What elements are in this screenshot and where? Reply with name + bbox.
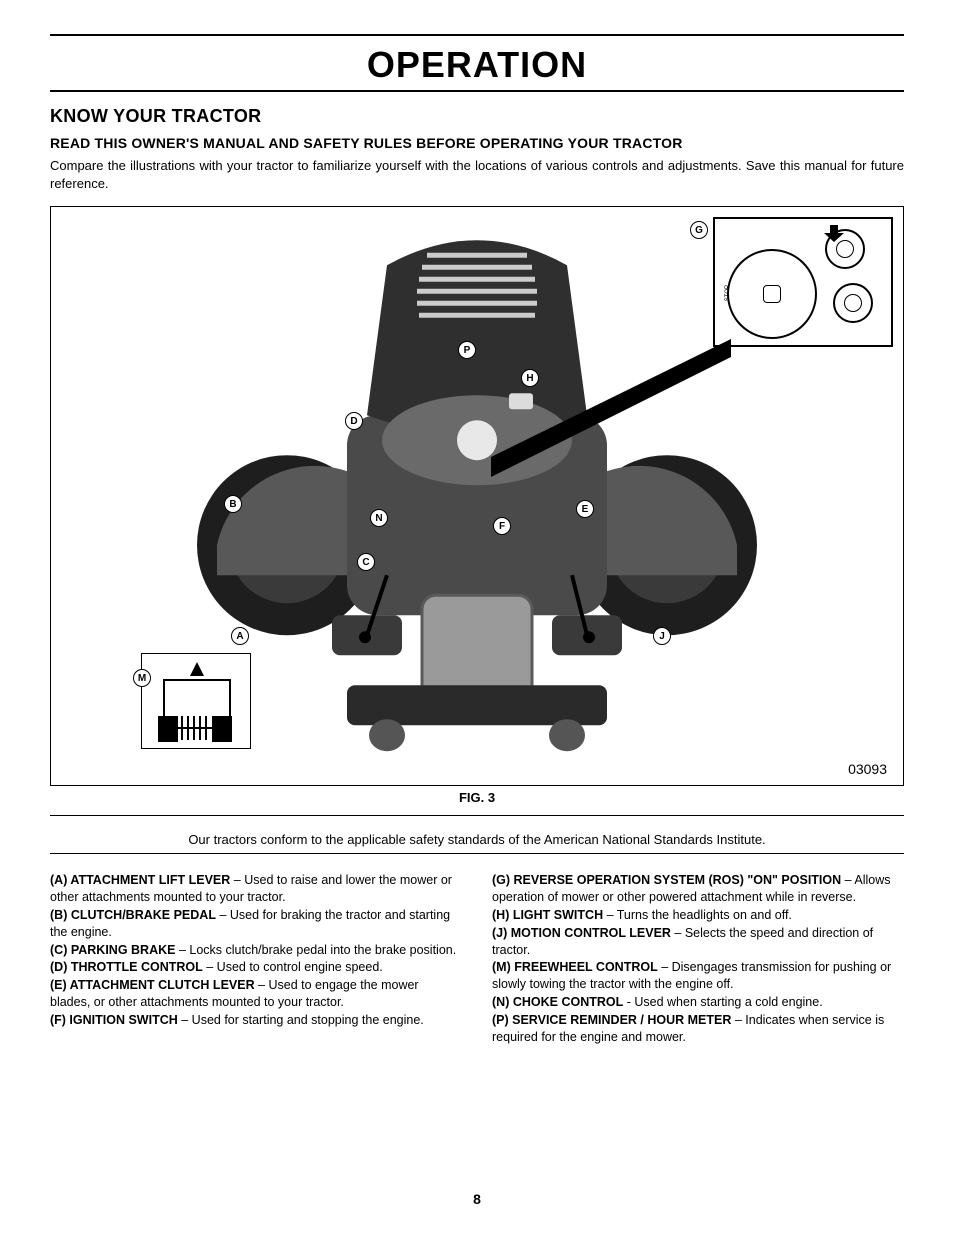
page-number: 8 — [0, 1191, 954, 1207]
callout-n: N — [370, 509, 388, 527]
start-dial-icon — [833, 283, 873, 323]
definition-text: - Used when starting a cold engine. — [623, 995, 822, 1009]
definition-text: – Used for starting and stopping the eng… — [178, 1013, 424, 1027]
figure-caption: FIG. 3 — [50, 790, 904, 805]
definition-label: (B) CLUTCH/BRAKE PEDAL — [50, 908, 216, 922]
definition-label: (A) ATTACHMENT LIFT LEVER — [50, 873, 230, 887]
figure-frame: STOP 03093 G P H D B N F E C A J M — [50, 206, 904, 786]
definitions-left: (A) ATTACHMENT LIFT LEVER – Used to rais… — [50, 872, 462, 1047]
definition-label: (F) IGNITION SWITCH — [50, 1013, 178, 1027]
callout-j: J — [653, 627, 671, 645]
definition-item: (H) LIGHT SWITCH – Turns the headlights … — [492, 907, 904, 924]
definition-item: (E) ATTACHMENT CLUTCH LEVER – Used to en… — [50, 977, 462, 1011]
callout-d: D — [345, 412, 363, 430]
definition-item: (M) FREEWHEEL CONTROL – Disengages trans… — [492, 959, 904, 993]
panel-leader-icon — [481, 327, 741, 487]
definition-item: (P) SERVICE REMINDER / HOUR METER – Indi… — [492, 1012, 904, 1046]
definition-item: (J) MOTION CONTROL LEVER – Selects the s… — [492, 925, 904, 959]
definition-item: (F) IGNITION SWITCH – Used for starting … — [50, 1012, 462, 1029]
definition-label: (D) THROTTLE CONTROL — [50, 960, 203, 974]
definition-label: (G) REVERSE OPERATION SYSTEM (ROS) "ON" … — [492, 873, 841, 887]
definition-item: (D) THROTTLE CONTROL – Used to control e… — [50, 959, 462, 976]
callout-f: F — [493, 517, 511, 535]
definition-label: (N) CHOKE CONTROL — [492, 995, 623, 1009]
callout-m: M — [133, 669, 151, 687]
callout-c: C — [357, 553, 375, 571]
definition-label: (C) PARKING BRAKE — [50, 943, 175, 957]
callout-b: B — [224, 495, 242, 513]
definition-item: (B) CLUTCH/BRAKE PEDAL – Used for brakin… — [50, 907, 462, 941]
intro-paragraph: Compare the illustrations with your trac… — [50, 157, 904, 192]
down-arrow-icon — [820, 223, 848, 243]
definition-text: – Turns the headlights on and off. — [603, 908, 792, 922]
top-rule — [50, 34, 904, 36]
standards-note: Our tractors conform to the applicable s… — [50, 832, 904, 847]
subheading: READ THIS OWNER'S MANUAL AND SAFETY RULE… — [50, 135, 904, 151]
callout-e: E — [576, 500, 594, 518]
callout-g: G — [690, 221, 708, 239]
definitions-columns: (A) ATTACHMENT LIFT LEVER – Used to rais… — [50, 872, 904, 1047]
definition-item: (A) ATTACHMENT LIFT LEVER – Used to rais… — [50, 872, 462, 906]
definition-item: (G) REVERSE OPERATION SYSTEM (ROS) "ON" … — [492, 872, 904, 906]
callout-h: H — [521, 369, 539, 387]
definition-label: (P) SERVICE REMINDER / HOUR METER — [492, 1013, 731, 1027]
part-number: 03093 — [848, 761, 887, 777]
mid-rule-1 — [50, 815, 904, 816]
definition-label: (H) LIGHT SWITCH — [492, 908, 603, 922]
callout-p: P — [458, 341, 476, 359]
section-title: KNOW YOUR TRACTOR — [50, 106, 904, 127]
freewheel-inset — [141, 653, 251, 749]
callout-a: A — [231, 627, 249, 645]
mid-rule-2 — [50, 853, 904, 854]
definition-label: (M) FREEWHEEL CONTROL — [492, 960, 658, 974]
definition-label: (J) MOTION CONTROL LEVER — [492, 926, 671, 940]
definition-label: (E) ATTACHMENT CLUTCH LEVER — [50, 978, 255, 992]
ignition-dial-icon: STOP — [727, 249, 817, 339]
definitions-right: (G) REVERSE OPERATION SYSTEM (ROS) "ON" … — [492, 872, 904, 1047]
definition-text: – Used to control engine speed. — [203, 960, 383, 974]
definition-item: (C) PARKING BRAKE – Locks clutch/brake p… — [50, 942, 462, 959]
page-title: OPERATION — [50, 44, 904, 86]
definition-text: – Locks clutch/brake pedal into the brak… — [175, 943, 456, 957]
definition-item: (N) CHOKE CONTROL - Used when starting a… — [492, 994, 904, 1011]
title-underline — [50, 90, 904, 92]
